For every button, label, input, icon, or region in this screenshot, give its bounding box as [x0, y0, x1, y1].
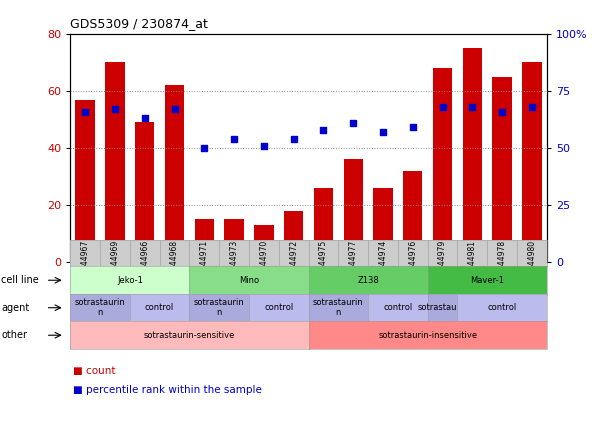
Text: cell line: cell line	[1, 275, 39, 285]
Text: GDS5309 / 230874_at: GDS5309 / 230874_at	[70, 16, 208, 30]
Bar	[463, 48, 482, 262]
Text: sotrastaurin: sotrastaurin	[417, 303, 468, 312]
Text: GSM1044975: GSM1044975	[319, 239, 328, 291]
Point	[318, 126, 328, 133]
Point	[80, 108, 90, 115]
Bar	[373, 188, 393, 262]
Text: GSM1044981: GSM1044981	[468, 239, 477, 291]
Point	[110, 106, 120, 113]
Text: control: control	[264, 303, 293, 312]
Point	[199, 145, 209, 151]
Point	[437, 104, 447, 110]
Text: Z138: Z138	[357, 276, 379, 285]
Bar	[254, 225, 274, 262]
Bar	[314, 188, 333, 262]
Text: GSM1044973: GSM1044973	[230, 239, 238, 291]
Point	[527, 104, 537, 110]
Bar	[105, 62, 125, 262]
Bar	[165, 85, 184, 262]
Text: ■ count: ■ count	[73, 366, 116, 376]
Text: GSM1044971: GSM1044971	[200, 239, 209, 291]
Text: sotrastaurin
n: sotrastaurin n	[313, 298, 364, 317]
Text: GSM1044979: GSM1044979	[438, 239, 447, 291]
Bar	[403, 171, 422, 262]
Text: Mino: Mino	[239, 276, 259, 285]
Text: other: other	[1, 330, 27, 340]
Point	[467, 104, 477, 110]
Bar	[135, 122, 155, 262]
Text: GSM1044976: GSM1044976	[408, 239, 417, 291]
Point	[348, 120, 358, 126]
Point	[408, 124, 418, 131]
Bar	[284, 211, 303, 262]
Text: GSM1044969: GSM1044969	[111, 239, 119, 291]
Text: agent: agent	[1, 303, 29, 313]
Bar	[522, 62, 541, 262]
Bar	[195, 220, 214, 262]
Text: GSM1044972: GSM1044972	[289, 239, 298, 291]
Point	[259, 143, 269, 149]
Bar	[433, 68, 452, 262]
Text: sotrastaurin-insensitive: sotrastaurin-insensitive	[378, 331, 477, 340]
Point	[170, 106, 180, 113]
Text: GSM1044978: GSM1044978	[498, 239, 507, 291]
Text: GSM1044966: GSM1044966	[141, 239, 149, 291]
Bar	[492, 77, 512, 262]
Text: ■ percentile rank within the sample: ■ percentile rank within the sample	[73, 385, 262, 395]
Text: Maver-1: Maver-1	[470, 276, 504, 285]
Text: sotrastaurin
n: sotrastaurin n	[194, 298, 244, 317]
Point	[497, 108, 507, 115]
Bar	[343, 159, 363, 262]
Point	[140, 115, 150, 122]
Text: GSM1044977: GSM1044977	[349, 239, 357, 291]
Text: GSM1044968: GSM1044968	[170, 239, 179, 291]
Text: control: control	[488, 303, 517, 312]
Point	[378, 129, 388, 135]
Text: sotrastaurin
n: sotrastaurin n	[75, 298, 125, 317]
Text: GSM1044980: GSM1044980	[527, 239, 536, 291]
Point	[229, 135, 239, 142]
Text: control: control	[145, 303, 174, 312]
Text: control: control	[383, 303, 412, 312]
Text: GSM1044967: GSM1044967	[81, 239, 90, 291]
Text: Jeko-1: Jeko-1	[117, 276, 143, 285]
Bar	[224, 220, 244, 262]
Text: sotrastaurin-sensitive: sotrastaurin-sensitive	[144, 331, 235, 340]
Text: GSM1044970: GSM1044970	[260, 239, 268, 291]
Point	[289, 135, 299, 142]
Bar	[76, 99, 95, 262]
Text: GSM1044974: GSM1044974	[379, 239, 387, 291]
